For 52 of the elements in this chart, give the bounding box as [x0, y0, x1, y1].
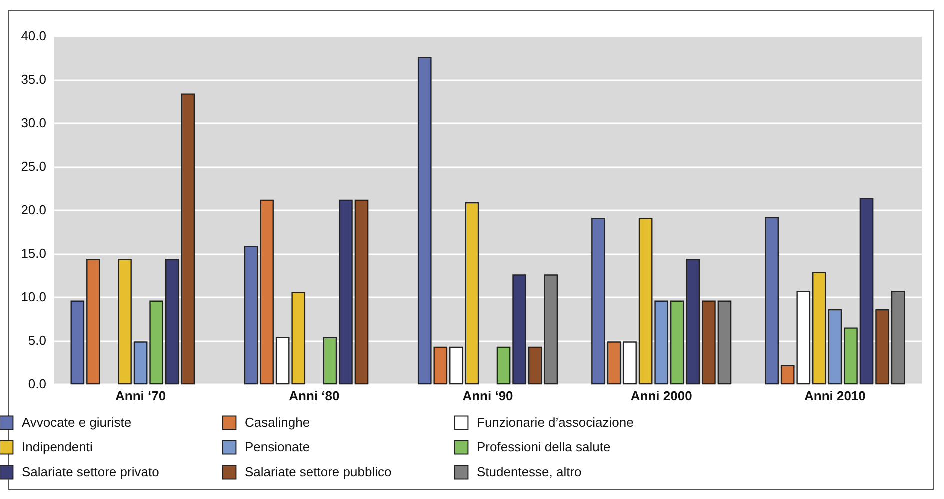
bar: [844, 328, 858, 385]
bar: [891, 291, 906, 385]
bar: [686, 258, 700, 385]
y-tick-label: 10.0: [21, 290, 46, 304]
bar: [118, 258, 132, 385]
bar: [260, 200, 274, 385]
bar: [150, 300, 164, 385]
bar: [812, 272, 826, 385]
legend-label: Casalinghe: [245, 414, 310, 430]
bar: [465, 202, 480, 385]
legend-label: Pensionate: [245, 440, 310, 454]
bar: [354, 200, 369, 385]
y-tick-label: 0.0: [28, 376, 46, 392]
x-tick-label: Anni ‘90: [462, 388, 514, 404]
bar: [702, 300, 716, 385]
bar: [292, 292, 306, 385]
bar: [512, 274, 526, 385]
legend-label: Salariate settore privato: [22, 464, 160, 480]
x-tick-label: Anni ‘80: [289, 388, 340, 404]
bar: [339, 200, 353, 385]
x-tick-label: Anni ‘70: [116, 388, 166, 404]
x-tick-label: Anni 2010: [804, 388, 866, 404]
y-tick-label: 20.0: [21, 202, 46, 218]
legend-label: Salariate settore pubblico: [245, 464, 392, 480]
y-tick-label: 35.0: [21, 72, 46, 87]
bar: [876, 309, 890, 385]
bar: [323, 337, 338, 385]
legend-label: Studentesse, altro: [477, 464, 582, 480]
legend-label: Professioni della salute: [477, 440, 611, 454]
legend-label: Avvocate e giuriste: [22, 414, 132, 430]
y-tick-label: 5.0: [28, 333, 46, 348]
y-tick-label: 25.0: [21, 159, 46, 174]
bar: [70, 300, 85, 385]
bar: [134, 342, 148, 385]
legend-label: Funzionarie d’associazione: [477, 414, 634, 430]
bar: [765, 217, 779, 385]
bar: [607, 342, 622, 385]
bar: [592, 218, 606, 385]
bar: [718, 300, 732, 385]
y-tick-label: 30.0: [21, 116, 46, 130]
legend-label: Indipendenti: [22, 440, 93, 454]
bar: [670, 300, 684, 385]
bar: [86, 258, 100, 385]
y-tick-label: 40.0: [21, 28, 46, 44]
bar: [638, 218, 653, 385]
bar: [828, 309, 842, 385]
x-tick-label: Anni 2000: [630, 388, 692, 404]
bar: [244, 246, 258, 385]
bar: [496, 346, 511, 385]
bar: [860, 198, 874, 385]
bar: [654, 300, 669, 385]
y-tick-label: 15.0: [21, 246, 46, 261]
